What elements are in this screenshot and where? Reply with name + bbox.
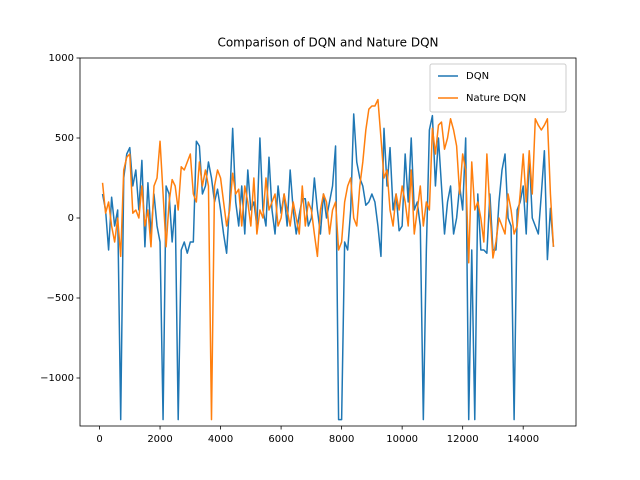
y-tick-label: 0 [68, 213, 74, 224]
data-line [101, 98, 555, 421]
plot-area [101, 98, 555, 421]
y-tick-label: 500 [55, 133, 74, 144]
x-tick-label: 8000 [329, 434, 354, 445]
x-tick-label: 2000 [147, 434, 172, 445]
legend-label: DQN [466, 71, 489, 82]
x-tick-label: 10000 [386, 434, 418, 445]
chart-title: Comparison of DQN and Nature DQN [217, 36, 438, 50]
x-tick-label: 14000 [507, 434, 539, 445]
y-tick-label: −1000 [40, 373, 74, 384]
y-tick-label: −500 [47, 293, 74, 304]
x-tick-label: 0 [96, 434, 102, 445]
x-tick-label: 12000 [447, 434, 479, 445]
y-tick-label: 1000 [49, 53, 74, 64]
x-tick-label: 6000 [268, 434, 293, 445]
axes-frame [79, 57, 577, 427]
legend: DQN Nature DQN [429, 63, 567, 113]
legend-box [429, 63, 567, 113]
x-tick-label: 4000 [208, 434, 233, 445]
legend-label: Nature DQN [466, 93, 526, 104]
